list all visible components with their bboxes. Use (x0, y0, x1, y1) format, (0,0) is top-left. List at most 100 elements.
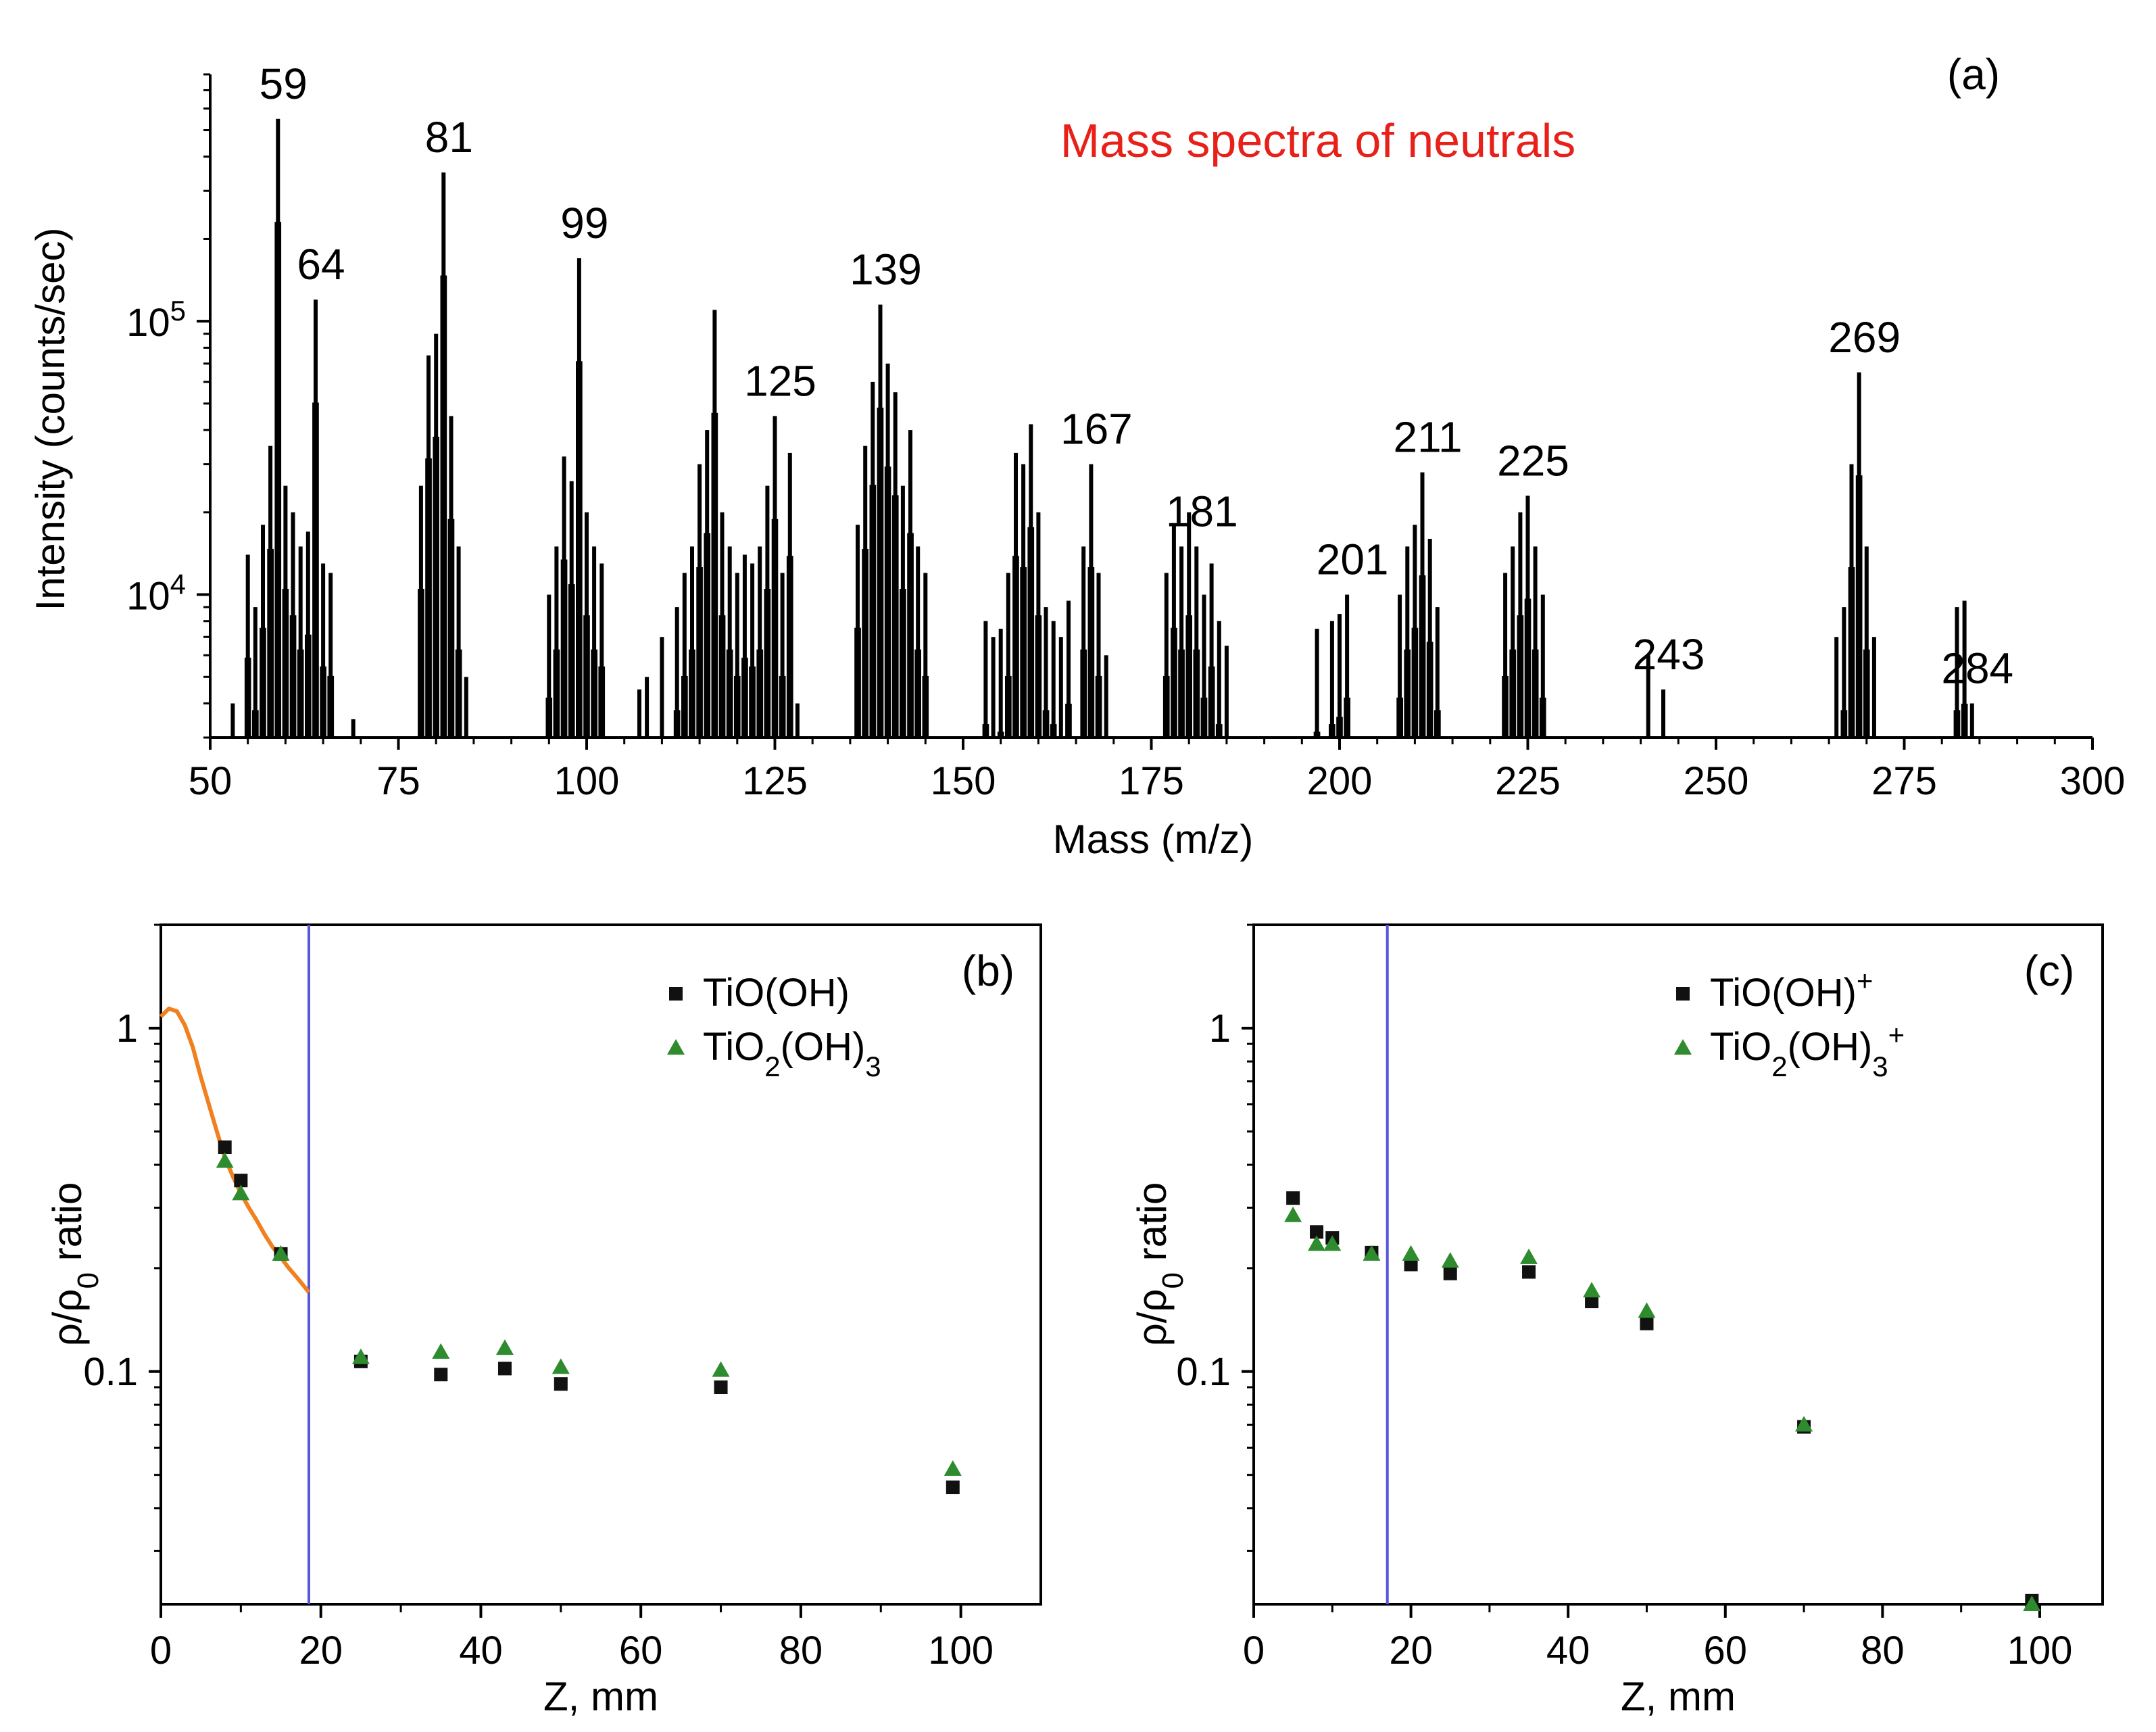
spectrum-peak-shoulder (877, 408, 879, 738)
spectrum-peak-shoulder (1401, 697, 1403, 738)
spectrum-peak (645, 677, 650, 738)
spectrum-peak-shoulder (1047, 710, 1050, 738)
spectrum-peak-shoulder (1027, 527, 1030, 738)
spectrum-peak (1503, 573, 1508, 738)
spectrum-peak-shoulder (595, 649, 597, 738)
spectrum-peak-shoulder (332, 675, 335, 738)
spectrum-peak-shoulder (726, 649, 729, 738)
spectrum-peak-shoulder (756, 649, 759, 738)
spectrum-peak (1329, 621, 1334, 738)
spectrum-peak (893, 392, 898, 738)
legend-label: TiO(OH) (703, 971, 850, 1015)
a-peak-label: 99 (560, 199, 608, 247)
spectrum-peak-shoulder (854, 627, 857, 738)
spectrum-peak (690, 546, 694, 738)
spectrum-peak-shoulder (869, 485, 872, 738)
spectrum-peak (592, 546, 597, 738)
spectrum-peak-shoulder (1408, 649, 1411, 738)
spectrum-peak (1058, 637, 1063, 738)
spectrum-peak (268, 446, 273, 738)
b-legend: TiO(OH) TiO2(OH)3 (667, 971, 881, 1082)
spectrum-peak-shoulder (433, 437, 435, 738)
spectrum-peak (1834, 637, 1839, 738)
spectrum-peak-shoulder (858, 627, 861, 738)
spectrum-peak (464, 677, 468, 738)
triangle-point (1441, 1252, 1459, 1268)
spectrum-peak-shoulder (911, 533, 914, 738)
spectrum-peak (1067, 600, 1071, 738)
spectrum-peak (1202, 594, 1206, 738)
spectrum-peak-shoulder (1431, 642, 1434, 738)
spectrum-peak-shoulder (866, 548, 868, 738)
spectrum-peak (1029, 424, 1033, 738)
spectrum-peak (1969, 703, 1974, 738)
spectrum-peak-shoulder (1025, 567, 1027, 738)
a-x-tick-label: 250 (1684, 759, 1749, 803)
spectrum-peak (1021, 464, 1026, 738)
a-peak-label: 81 (425, 113, 473, 162)
spectrum-peak-shoulder (1426, 642, 1429, 738)
spectrum-peak-shoulder (437, 437, 439, 738)
spectrum-peak-shoulder (327, 675, 330, 738)
spectrum-peak-shoulder (289, 615, 292, 738)
triangle-point (1284, 1206, 1302, 1222)
spectrum-peak-shoulder (987, 724, 989, 738)
spectrum-peak-shoulder (545, 697, 548, 738)
spectrum-peak-shoulder (896, 495, 899, 738)
spectrum-peak-shoulder (560, 559, 563, 738)
spectrum-peak (735, 573, 739, 738)
spectrum-peak (1518, 512, 1523, 738)
y-tick-label: 1 (116, 1007, 138, 1051)
spectrum-peak-shoulder (418, 589, 420, 738)
spectrum-peak (1962, 600, 1967, 738)
spectrum-peak-shoulder (731, 649, 733, 738)
legend-marker (1674, 1039, 1692, 1055)
spectrum-peak (1955, 607, 1959, 738)
legend-marker (667, 1039, 685, 1055)
square-point (1404, 1257, 1418, 1272)
spectrum-peak-shoulder (445, 275, 447, 738)
spectrum-peak-shoulder (889, 466, 891, 738)
spectrum-peak-shoulder (1215, 724, 1218, 738)
spectrum-peak-shoulder (1054, 724, 1057, 738)
spectrum-peak-shoulder (587, 615, 590, 738)
spectrum-peak (1179, 546, 1184, 738)
triangle-point (1795, 1416, 1813, 1432)
spectrum-peak (449, 416, 454, 738)
spectrum-peak-shoulder (572, 584, 575, 738)
spectrum-peak-shoulder (673, 710, 676, 738)
spectrum-peak (720, 512, 725, 738)
spectrum-peak-shoulder (997, 731, 1000, 738)
triangle-point (1402, 1245, 1420, 1261)
spectrum-peak (547, 594, 552, 738)
spectrum-peak (298, 546, 303, 738)
spectrum-peak (712, 310, 717, 738)
a-peak-label: 243 (1633, 630, 1705, 679)
spectrum-peak-shoulder (1863, 649, 1865, 738)
spectrum-peak (1096, 573, 1101, 738)
spectrum-peak-shoulder (425, 458, 428, 738)
spectrum-peak (697, 464, 702, 738)
spectrum-peak (916, 546, 921, 738)
spectrum-peak-shoulder (1032, 527, 1035, 738)
spectrum-peak-shoulder (749, 666, 752, 738)
spectrum-peak-shoulder (1853, 567, 1855, 738)
spectrum-peak-shoulder (279, 222, 282, 738)
spectrum-peak-shoulder (1860, 475, 1863, 738)
spectrum-peak (585, 512, 589, 738)
spectrum-peak (705, 430, 710, 738)
spectrum-peak-shoulder (982, 724, 985, 738)
spectrum-peak-shoulder (1171, 627, 1173, 738)
spectrum-peak (1217, 621, 1221, 738)
a-x-tick-label: 50 (189, 759, 232, 803)
a-peak-label: 125 (744, 356, 816, 405)
spectrum-peak-shoulder (1509, 649, 1512, 738)
square-point (1585, 1295, 1599, 1309)
x-tick-label: 100 (2007, 1629, 2073, 1673)
triangle-point (712, 1361, 730, 1377)
spectrum-peak-shoulder (1416, 627, 1419, 738)
square-point (218, 1140, 232, 1155)
spectrum-peak (900, 485, 905, 738)
spectrum-peak (1849, 464, 1854, 738)
